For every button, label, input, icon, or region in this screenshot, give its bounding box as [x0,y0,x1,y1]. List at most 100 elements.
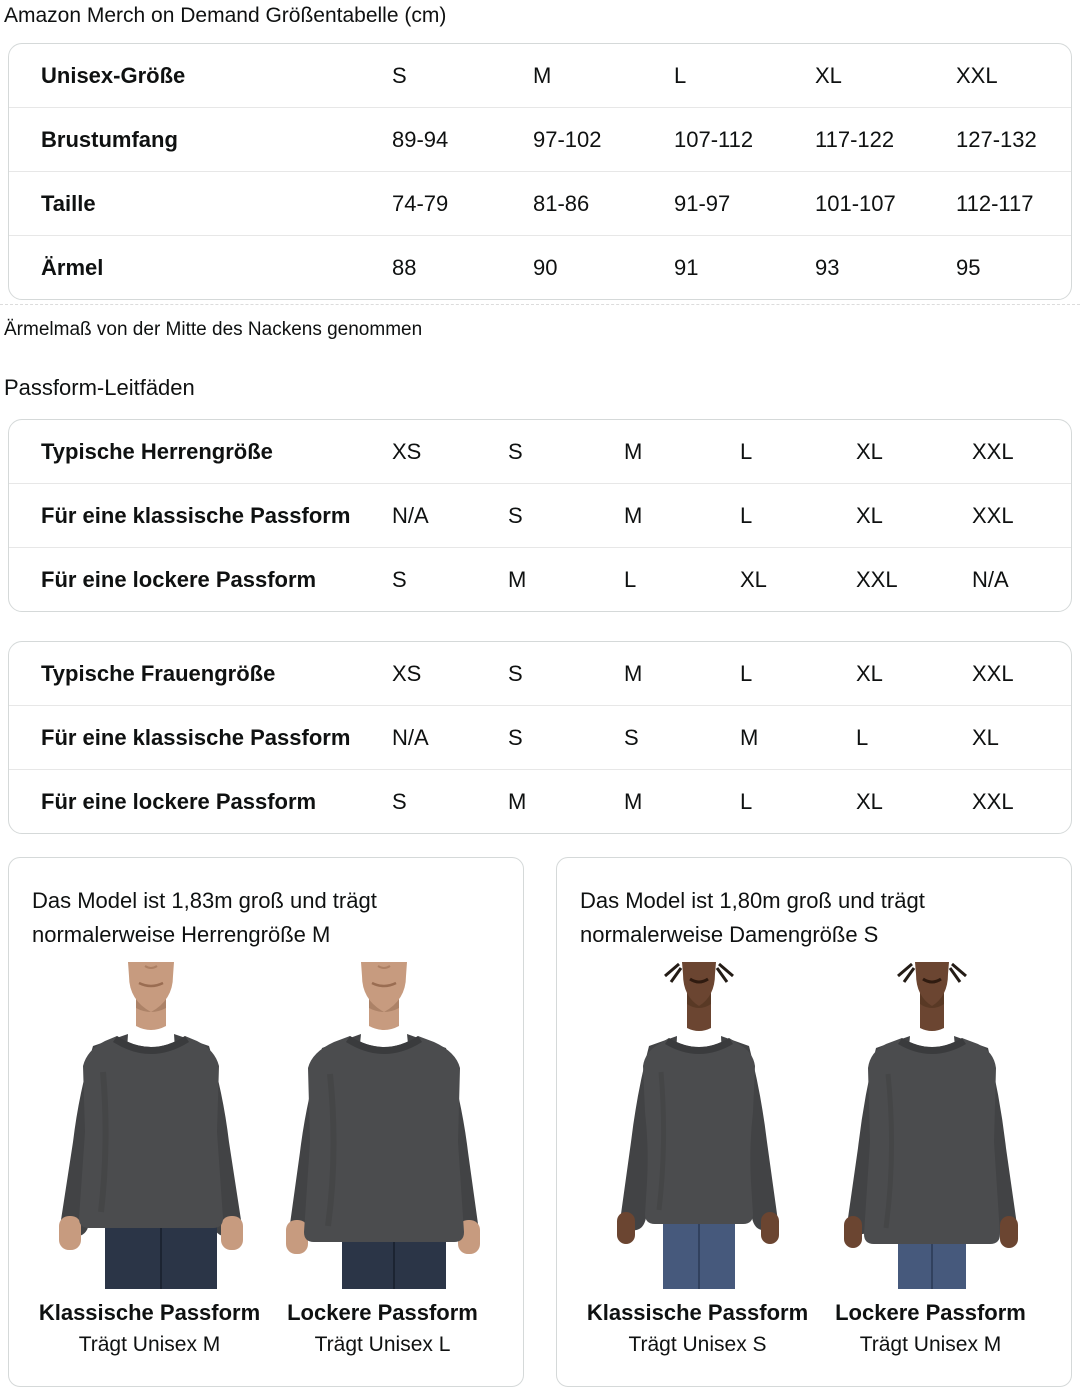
size-value: M [624,660,643,686]
model-head [682,962,716,1006]
size-value: 90 [533,254,558,280]
row-label: Typische Herrengröße [41,438,273,464]
model-photo-men-loose: Lockere Passform Trägt Unisex L [266,962,499,1361]
wears-size-label: Trägt Unisex M [78,1333,221,1356]
table-row: Brustumfang 89-94 97-102 107-112 117-122… [9,107,1071,171]
size-value: 89-94 [392,126,449,152]
size-value: XL [815,62,842,88]
size-value: L [856,724,869,750]
size-value: 93 [815,254,840,280]
size-value: 74-79 [392,190,449,216]
size-value: XXL [972,660,1014,686]
size-value: M [624,502,643,528]
size-value: S [508,502,523,528]
wears-size-label: Trägt Unisex M [859,1333,1002,1356]
size-value: 112-117 [956,190,1034,216]
size-value: 107-112 [674,126,754,152]
size-value: XL [856,438,883,464]
sleeve-measure-note: Ärmelmaß von der Mitte des Nackens genom… [4,319,423,340]
size-value: M [508,566,527,592]
hand [617,1212,635,1244]
male-model-classic-illustration [59,962,243,1289]
table-row: Für eine klassische Passform N/A S M L X… [9,483,1071,547]
size-value: N/A [392,724,429,750]
size-value: XS [392,438,422,464]
size-value: XXL [972,788,1014,814]
size-value: 88 [392,254,417,280]
size-value: L [740,660,753,686]
size-value: L [740,438,753,464]
photo-row: Klassische Passform Trägt Unisex S [580,962,1048,1361]
size-value: M [624,788,643,814]
size-value: XL [740,566,767,592]
model-card-women: Das Model ist 1,80m groß und trägt norma… [556,857,1072,1387]
wears-size-label: Trägt Unisex L [314,1333,451,1356]
table-row: Typische Frauengröße XS S M L XL XXL [9,642,1071,705]
row-label: Für eine klassische Passform [41,724,351,750]
table-row: Für eine klassische Passform N/A S S M L… [9,705,1071,769]
model-shirt [864,1038,1000,1244]
fit-type-label: Klassische Passform [38,1300,261,1325]
fit-type-label: Lockere Passform [287,1300,478,1325]
model-shirt [304,1036,464,1242]
size-value: S [508,724,523,750]
women-fit-table: Typische Frauengröße XS S M L XL XXL Für… [8,641,1072,834]
table-row: Taille 74-79 81-86 91-97 101-107 112-117 [9,171,1071,235]
size-value: XL [856,788,883,814]
size-value: XXL [856,566,898,592]
size-value: S [508,438,523,464]
size-value: 117-122 [815,126,895,152]
page-title: Amazon Merch on Demand Größentabelle (cm… [4,4,447,27]
model-neck [687,992,711,1031]
size-value: M [533,62,552,88]
size-value: 91-97 [674,190,731,216]
size-value: L [740,502,753,528]
model-photo-men-classic: Klassische Passform Trägt Unisex M [33,962,266,1361]
hand [286,1220,308,1254]
hand [844,1216,862,1248]
model-shirt [643,1038,755,1224]
row-label: Taille [41,190,96,216]
row-label: Ärmel [41,254,104,280]
size-value: 101-107 [815,190,896,216]
hand [761,1212,779,1244]
size-value: 91 [674,254,699,280]
size-value: XS [392,660,422,686]
size-value: M [740,724,759,750]
size-value: L [674,62,687,88]
table-row: Für eine lockere Passform S M L XL XXL N… [9,547,1071,611]
size-value: S [508,660,523,686]
size-value: XL [972,724,999,750]
row-label: Für eine lockere Passform [41,788,317,814]
table-row: Typische Herrengröße XS S M L XL XXL [9,420,1071,483]
model-cards: Das Model ist 1,83m groß und trägt norma… [8,857,1072,1387]
section-divider [0,304,1080,305]
hand [59,1216,81,1250]
size-value: 95 [956,254,981,280]
model-photo-women-loose: Lockere Passform Trägt Unisex M [814,962,1047,1361]
size-value: 81-86 [533,190,590,216]
model-description: Das Model ist 1,80m groß und trägt norma… [580,888,925,947]
size-value: XXL [972,438,1014,464]
fit-type-label: Klassische Passform [586,1300,809,1325]
size-value: L [624,566,637,592]
size-value: N/A [972,566,1009,592]
size-value: S [392,788,407,814]
model-photo-women-classic: Klassische Passform Trägt Unisex S [581,962,814,1361]
size-value: S [624,724,639,750]
table-row: Unisex-Größe S M L XL XXL [9,44,1071,107]
model-card-men: Das Model ist 1,83m groß und trägt norma… [8,857,524,1387]
female-model-loose-illustration [844,962,1018,1289]
men-fit-table: Typische Herrengröße XS S M L XL XXL Für… [8,419,1072,612]
hair [664,962,734,983]
collar [665,1038,733,1054]
row-label: Typische Frauengröße [41,660,276,686]
size-value: XL [856,660,883,686]
size-value: XXL [972,502,1014,528]
size-value: N/A [392,502,429,528]
collar [346,1036,422,1054]
size-value: S [392,566,407,592]
hand [1000,1216,1018,1248]
size-value: 97-102 [533,126,602,152]
size-value: S [392,62,407,88]
